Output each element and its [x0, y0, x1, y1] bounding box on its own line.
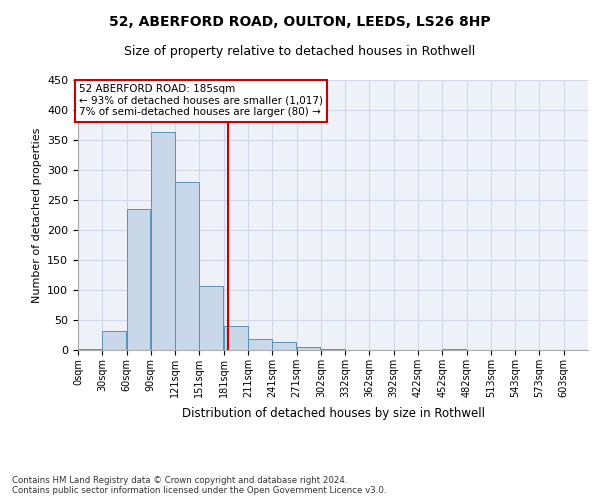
Bar: [175, 182, 199, 350]
Text: Distribution of detached houses by size in Rothwell: Distribution of detached houses by size …: [182, 408, 485, 420]
Text: 52 ABERFORD ROAD: 185sqm
← 93% of detached houses are smaller (1,017)
7% of semi: 52 ABERFORD ROAD: 185sqm ← 93% of detach…: [79, 84, 323, 117]
Bar: [127, 209, 151, 350]
Bar: [272, 342, 296, 350]
Text: 52, ABERFORD ROAD, OULTON, LEEDS, LS26 8HP: 52, ABERFORD ROAD, OULTON, LEEDS, LS26 8…: [109, 15, 491, 29]
Text: Contains HM Land Registry data © Crown copyright and database right 2024.
Contai: Contains HM Land Registry data © Crown c…: [12, 476, 386, 495]
Bar: [151, 132, 175, 350]
Bar: [199, 286, 223, 350]
Bar: [224, 326, 248, 350]
Bar: [296, 347, 320, 350]
Text: Size of property relative to detached houses in Rothwell: Size of property relative to detached ho…: [124, 45, 476, 58]
Bar: [102, 331, 126, 350]
Bar: [248, 339, 272, 350]
Y-axis label: Number of detached properties: Number of detached properties: [32, 128, 41, 302]
Bar: [78, 349, 102, 350]
Bar: [321, 349, 345, 350]
